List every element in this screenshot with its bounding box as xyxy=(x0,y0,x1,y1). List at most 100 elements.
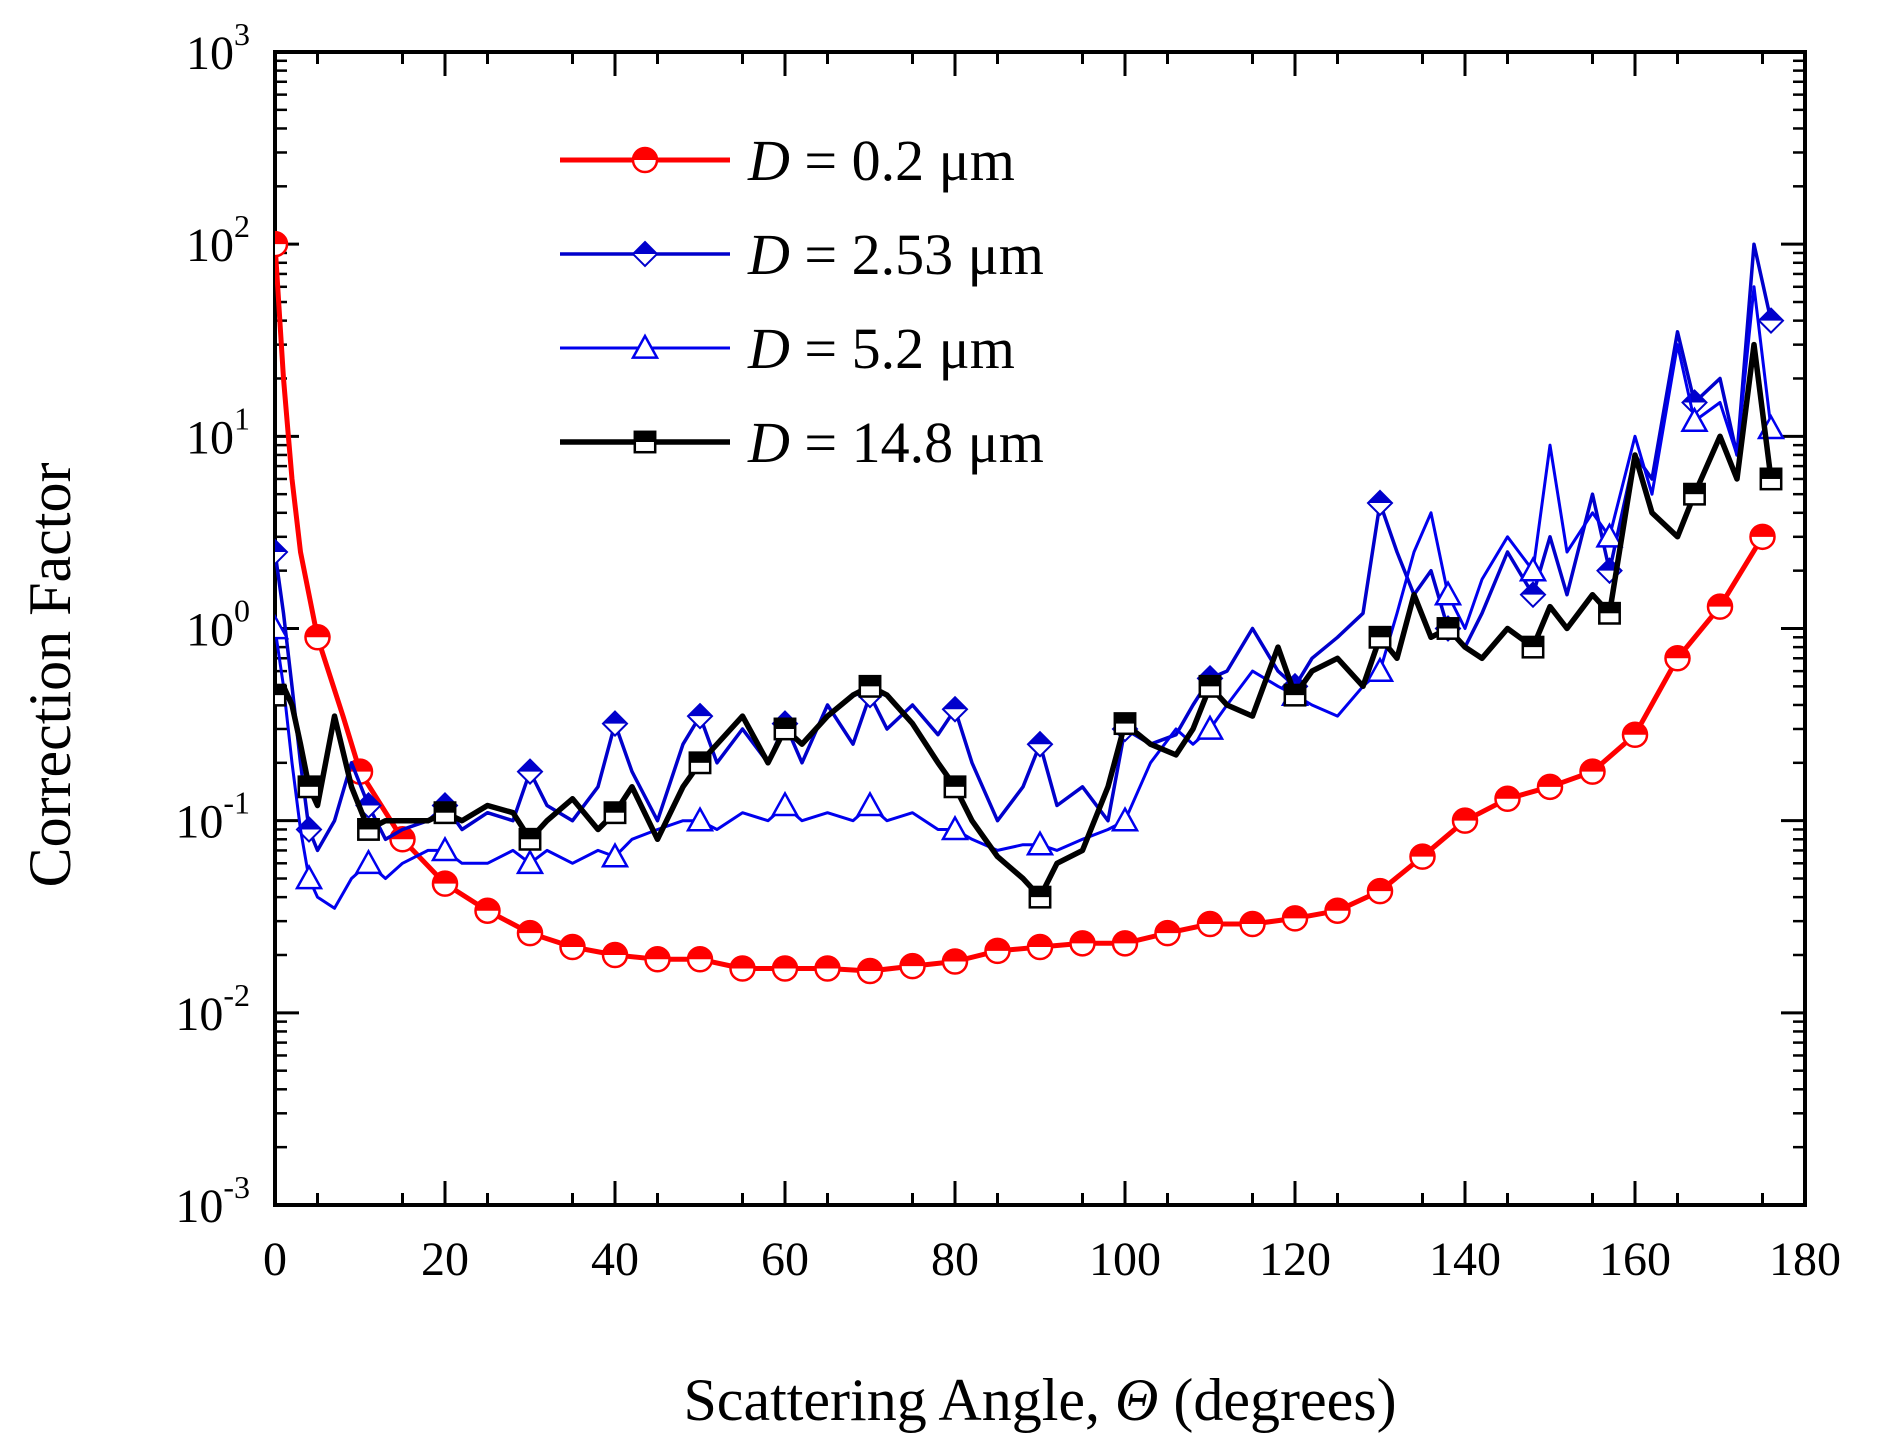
data-point xyxy=(515,848,545,875)
data-point xyxy=(1683,482,1706,506)
data-point xyxy=(771,955,799,982)
data-point xyxy=(1028,885,1052,909)
data-point xyxy=(1368,625,1392,649)
data-point xyxy=(1198,674,1222,698)
data-point xyxy=(1433,580,1463,606)
data-point xyxy=(516,758,544,786)
data-point xyxy=(1706,593,1734,620)
data-point xyxy=(1196,910,1224,938)
data-point xyxy=(1757,307,1785,335)
data-point xyxy=(1324,897,1351,924)
data-point xyxy=(354,848,383,875)
data-point xyxy=(1069,930,1096,957)
legend-marker xyxy=(633,430,657,454)
y-tick-label: 102 xyxy=(186,208,250,272)
series-1 xyxy=(275,242,1785,853)
x-tick-label: 120 xyxy=(1259,1233,1331,1286)
data-point xyxy=(1451,807,1479,834)
legend-marker xyxy=(631,240,659,268)
data-point xyxy=(1680,406,1709,432)
data-point xyxy=(1749,523,1776,551)
series-line xyxy=(275,244,1765,974)
data-point xyxy=(1111,930,1139,957)
x-tick-label: 40 xyxy=(591,1233,639,1286)
data-point xyxy=(688,751,712,775)
data-point xyxy=(814,955,841,982)
legend-label: D = 0.2 μm xyxy=(747,128,1015,193)
legend-item: D = 5.2 μm xyxy=(560,316,1015,381)
data-point xyxy=(603,801,627,825)
data-point xyxy=(1281,905,1309,932)
data-point xyxy=(601,941,629,969)
x-tick-label: 80 xyxy=(931,1233,979,1286)
y-tick-label: 101 xyxy=(186,400,250,464)
data-point xyxy=(357,818,380,841)
data-point xyxy=(856,957,884,985)
data-point xyxy=(1518,556,1548,582)
y-tick-label: 103 xyxy=(186,16,250,80)
series-3 xyxy=(275,341,1783,909)
data-point xyxy=(943,775,967,799)
legend-label: D = 14.8 μm xyxy=(747,410,1044,475)
data-point xyxy=(433,801,457,825)
data-point xyxy=(1664,645,1691,672)
data-point xyxy=(858,674,882,698)
x-tick-label: 20 xyxy=(421,1233,469,1286)
data-point xyxy=(1154,919,1181,947)
data-point xyxy=(1519,581,1547,609)
data-point xyxy=(1025,830,1055,856)
data-point xyxy=(1110,806,1140,832)
data-point xyxy=(1536,773,1564,801)
data-point xyxy=(1195,714,1225,740)
legend-item: D = 14.8 μm xyxy=(560,410,1044,475)
data-point xyxy=(516,919,544,947)
data-point xyxy=(940,814,970,841)
y-tick-labels: 10-3 10-2 10-1 100 101 102 103 xyxy=(175,16,250,1233)
data-point xyxy=(1579,758,1606,785)
x-tick-label: 180 xyxy=(1769,1233,1841,1286)
data-point xyxy=(431,870,459,897)
data-point xyxy=(1436,617,1460,640)
data-point xyxy=(1598,601,1621,625)
data-point xyxy=(773,717,797,741)
y-tick-label: 10-1 xyxy=(175,785,250,849)
data-point xyxy=(1026,730,1054,758)
data-point xyxy=(1759,467,1783,491)
data-point xyxy=(686,946,714,973)
data-point xyxy=(430,835,460,862)
data-point xyxy=(1026,933,1054,961)
legend-marker xyxy=(631,146,659,174)
legend-item: D = 2.53 μm xyxy=(560,222,1044,287)
data-point xyxy=(275,683,287,707)
data-point xyxy=(294,863,324,890)
series-line xyxy=(275,242,1773,853)
data-point xyxy=(1409,843,1436,870)
data-point xyxy=(474,897,501,924)
data-point xyxy=(275,538,289,566)
data-point xyxy=(304,624,331,651)
data-point xyxy=(1283,683,1307,707)
legend-item: D = 0.2 μm xyxy=(560,128,1015,193)
data-point xyxy=(1239,910,1266,938)
x-axis-title: Scattering Angle, Θ (degrees) xyxy=(683,1367,1396,1433)
y-tick-label: 10-2 xyxy=(175,977,250,1041)
y-tick-label: 10-3 xyxy=(175,1169,250,1233)
data-point xyxy=(729,955,756,982)
data-point xyxy=(984,937,1011,965)
data-point xyxy=(601,710,629,738)
data-point xyxy=(941,948,969,975)
legend-label: D = 5.2 μm xyxy=(747,316,1015,381)
data-point xyxy=(297,775,321,799)
legend-marker xyxy=(630,333,660,359)
data-point xyxy=(855,790,885,817)
legend-label: D = 2.53 μm xyxy=(747,222,1044,287)
y-tick-label: 100 xyxy=(186,593,250,657)
data-point xyxy=(275,613,290,640)
data-point xyxy=(1621,721,1649,748)
data-point xyxy=(644,946,671,973)
data-point xyxy=(1365,656,1395,682)
x-tick-label: 60 xyxy=(761,1233,809,1286)
x-tick-label: 0 xyxy=(263,1233,287,1286)
data-point xyxy=(1595,522,1624,548)
